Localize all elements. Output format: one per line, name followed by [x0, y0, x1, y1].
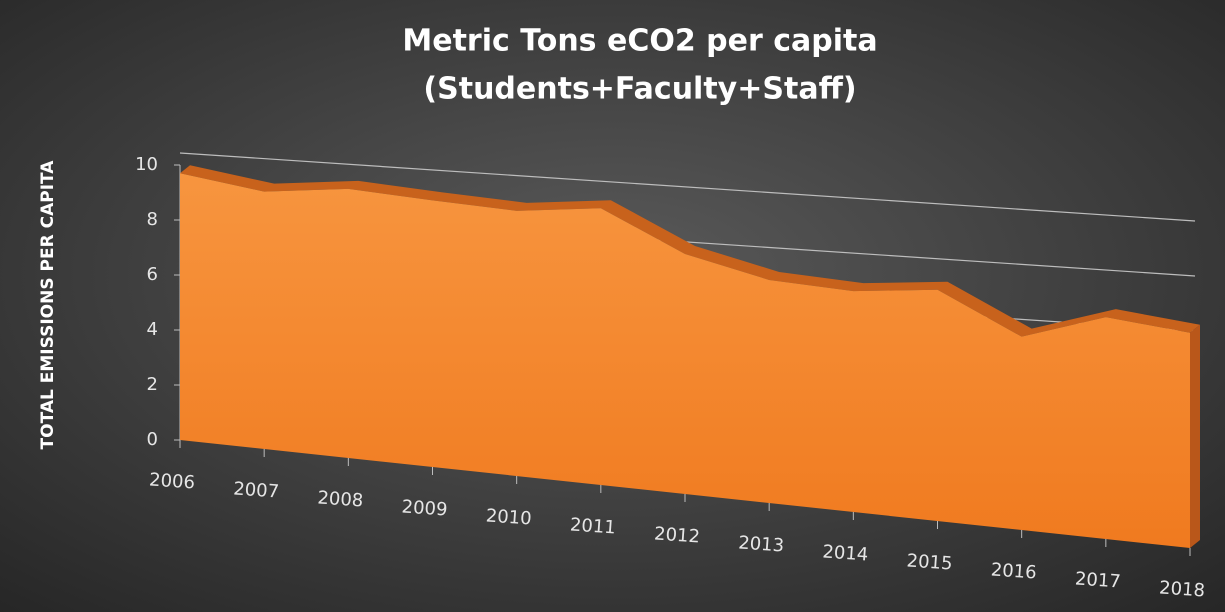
y-axis-title: TOTAL EMISSIONS PER CAPITA	[38, 160, 58, 450]
y-tick-label: 8	[147, 209, 158, 230]
chart-title: Metric Tons eCO2 per capita	[402, 24, 877, 59]
x-tick-label: 2018	[1158, 577, 1205, 601]
y-tick-label: 4	[147, 319, 158, 340]
area-side	[1190, 324, 1200, 548]
chart-title: (Students+Faculty+Staff)	[423, 72, 856, 107]
area	[180, 173, 1190, 548]
x-tick-label: 2006	[148, 469, 195, 493]
y-tick-label: 0	[147, 429, 158, 450]
y-tick-label: 2	[147, 374, 158, 395]
x-tick-label: 2010	[485, 505, 532, 529]
x-tick-label: 2012	[653, 523, 700, 547]
x-tick-label: 2011	[569, 514, 616, 538]
y-tick-label: 10	[135, 154, 158, 175]
grid-line	[179, 152, 1196, 222]
x-tick-label: 2015	[906, 550, 953, 574]
x-tick-label: 2008	[317, 487, 364, 511]
x-tick-label: 2016	[990, 559, 1037, 583]
x-tick-label: 2014	[822, 541, 869, 565]
x-tick-label: 2017	[1074, 568, 1121, 592]
x-tick-label: 2009	[401, 496, 448, 520]
area-top	[180, 165, 1200, 337]
x-tick-label: 2007	[233, 478, 280, 502]
y-tick-label: 6	[147, 264, 158, 285]
x-tick-label: 2013	[738, 532, 785, 556]
